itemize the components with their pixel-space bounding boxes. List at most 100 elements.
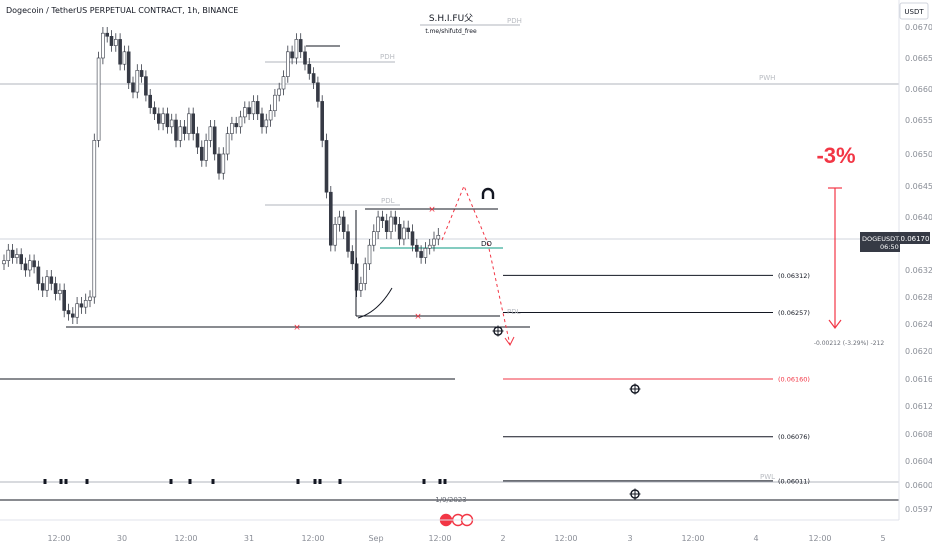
candle-body xyxy=(161,113,165,124)
candle-body xyxy=(23,263,28,271)
candle-body xyxy=(19,254,24,265)
currency-badge[interactable] xyxy=(899,2,929,20)
candle-body xyxy=(208,126,213,141)
candle-body xyxy=(118,39,122,65)
candle-body xyxy=(380,216,385,221)
candle-body xyxy=(135,70,140,93)
candle-body xyxy=(6,249,11,262)
candle-body xyxy=(187,113,191,134)
level-label-pdl-2: PDL xyxy=(507,308,521,316)
candle-body xyxy=(144,76,148,96)
candle-body xyxy=(157,113,161,124)
candle-body xyxy=(174,119,178,141)
candle-body xyxy=(277,88,282,96)
candle-body xyxy=(200,146,204,161)
ticker-symbol: DOGEUSDT.P xyxy=(862,235,904,243)
candle-body xyxy=(53,283,58,294)
candle-body xyxy=(40,283,45,291)
time-tick-label: 5 xyxy=(880,534,885,543)
level-label-pdh: PDH xyxy=(380,53,395,61)
event-marker xyxy=(85,479,89,484)
event-marker xyxy=(422,479,426,484)
time-tick-label: Sep xyxy=(368,534,383,543)
fib-level-label: (0.06076) xyxy=(778,433,810,441)
candle-body xyxy=(225,133,230,155)
candle-body xyxy=(88,296,92,301)
candle-body xyxy=(58,289,62,294)
candle-body xyxy=(105,32,109,37)
candle-body xyxy=(238,116,243,128)
measure-arrowhead xyxy=(828,319,842,329)
candle-body xyxy=(165,113,170,128)
time-tick-label: 31 xyxy=(244,534,254,543)
x-marker: × xyxy=(414,312,422,322)
candle-body xyxy=(294,39,299,59)
time-axis[interactable]: 12:00 30 12:00 31 12:00 Sep 12:00 2 12:00 3 12:00 4… xyxy=(0,519,899,543)
candle-body xyxy=(354,263,359,291)
event-marker xyxy=(318,479,322,484)
event-marker xyxy=(438,479,442,484)
time-tick-label: 4 xyxy=(753,534,758,543)
event-marker xyxy=(338,479,342,484)
candle-body xyxy=(234,123,238,128)
price-tick-label: 0.06160 xyxy=(905,375,932,384)
candle-body xyxy=(281,76,286,90)
candle-body xyxy=(333,224,337,246)
candle-body xyxy=(66,310,71,315)
candle-body xyxy=(414,244,419,252)
level-label-pwh: PWH xyxy=(759,74,775,82)
candle-body xyxy=(376,216,380,232)
candle-body xyxy=(371,231,376,246)
candle-body xyxy=(10,249,15,258)
event-marker xyxy=(443,479,447,484)
candle-body xyxy=(212,126,217,155)
event-marker xyxy=(64,479,68,484)
candle-body xyxy=(367,244,372,265)
candle-body xyxy=(436,235,441,240)
level-label-pdh-top: PDH xyxy=(507,17,522,25)
candle-body xyxy=(182,126,187,134)
candle-body xyxy=(410,231,415,246)
time-tick-label: 12:00 xyxy=(681,534,704,543)
x-marker: × xyxy=(428,205,436,215)
candle-body xyxy=(126,51,131,84)
time-tick-label: 2 xyxy=(500,534,505,543)
candle-body xyxy=(71,313,75,318)
candle-body xyxy=(363,263,368,284)
candle-body xyxy=(290,51,294,59)
candle-body xyxy=(139,70,144,77)
time-tick-label: 12:00 xyxy=(301,534,324,543)
candle-body xyxy=(393,216,398,225)
candle-body xyxy=(432,238,436,246)
price-tick-label: 0.05970 xyxy=(905,505,932,514)
candle-body xyxy=(178,126,183,141)
candle-body xyxy=(204,140,208,161)
candle-body xyxy=(109,35,114,46)
candle-body xyxy=(148,94,152,108)
candle-body xyxy=(384,220,389,232)
candle-body xyxy=(32,260,36,268)
candle-body xyxy=(311,73,316,84)
candle-body xyxy=(122,51,127,65)
projection-arrowhead xyxy=(504,336,515,346)
candle-body xyxy=(406,227,411,232)
candle-body xyxy=(2,260,6,265)
candle-body xyxy=(402,227,406,240)
candle-body xyxy=(131,82,135,93)
candle-body xyxy=(359,283,363,291)
candle-body xyxy=(101,32,105,59)
candle-body xyxy=(169,119,174,128)
watermark-name: S.H.I.FU父 xyxy=(429,13,473,24)
event-marker xyxy=(169,479,173,484)
candle-body xyxy=(251,101,256,115)
candle-body xyxy=(195,133,200,148)
fib-level-label: (0.06312) xyxy=(778,272,810,280)
ticker-countdown: 06:50 xyxy=(880,243,899,251)
